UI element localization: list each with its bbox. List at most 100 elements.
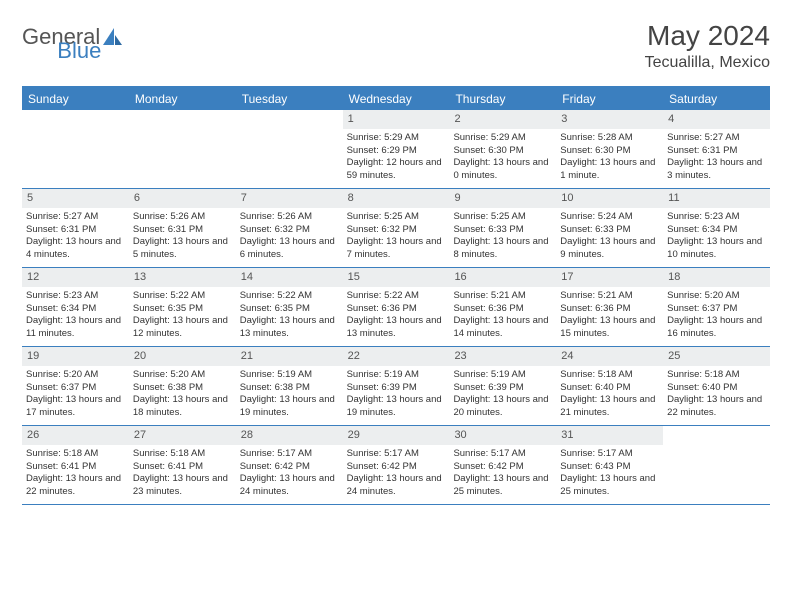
day-body: Sunrise: 5:19 AMSunset: 6:38 PMDaylight:… — [236, 368, 343, 424]
sunset-text: Sunset: 6:30 PM — [453, 145, 552, 158]
day-body: Sunrise: 5:23 AMSunset: 6:34 PMDaylight:… — [22, 289, 129, 345]
day-body: Sunrise: 5:18 AMSunset: 6:41 PMDaylight:… — [129, 447, 236, 503]
sunset-text: Sunset: 6:36 PM — [453, 303, 552, 316]
sunrise-text: Sunrise: 5:23 AM — [667, 211, 766, 224]
day-body: Sunrise: 5:25 AMSunset: 6:32 PMDaylight:… — [343, 210, 450, 266]
day-9: 9Sunrise: 5:25 AMSunset: 6:33 PMDaylight… — [449, 189, 556, 267]
weekday-tuesday: Tuesday — [236, 88, 343, 110]
daylight-text: Daylight: 13 hours and 16 minutes. — [667, 315, 766, 341]
sunrise-text: Sunrise: 5:26 AM — [240, 211, 339, 224]
sunrise-text: Sunrise: 5:26 AM — [133, 211, 232, 224]
day-number: 8 — [343, 189, 450, 208]
day-number: 13 — [129, 268, 236, 287]
sunrise-text: Sunrise: 5:29 AM — [347, 132, 446, 145]
daylight-text: Daylight: 13 hours and 13 minutes. — [347, 315, 446, 341]
sunset-text: Sunset: 6:37 PM — [26, 382, 125, 395]
daylight-text: Daylight: 13 hours and 22 minutes. — [667, 394, 766, 420]
sunset-text: Sunset: 6:41 PM — [26, 461, 125, 474]
sunset-text: Sunset: 6:41 PM — [133, 461, 232, 474]
weekday-monday: Monday — [129, 88, 236, 110]
month-title: May 2024 — [645, 20, 770, 52]
day-4: 4Sunrise: 5:27 AMSunset: 6:31 PMDaylight… — [663, 110, 770, 188]
daylight-text: Daylight: 13 hours and 19 minutes. — [240, 394, 339, 420]
day-17: 17Sunrise: 5:21 AMSunset: 6:36 PMDayligh… — [556, 268, 663, 346]
day-empty — [22, 110, 129, 188]
day-number: 2 — [449, 110, 556, 129]
day-7: 7Sunrise: 5:26 AMSunset: 6:32 PMDaylight… — [236, 189, 343, 267]
day-number: 22 — [343, 347, 450, 366]
daylight-text: Daylight: 13 hours and 25 minutes. — [560, 473, 659, 499]
sunrise-text: Sunrise: 5:17 AM — [347, 448, 446, 461]
sunrise-text: Sunrise: 5:25 AM — [347, 211, 446, 224]
weekday-header-row: SundayMondayTuesdayWednesdayThursdayFrid… — [22, 88, 770, 110]
day-body: Sunrise: 5:26 AMSunset: 6:31 PMDaylight:… — [129, 210, 236, 266]
day-8: 8 Sunrise: 5:25 AMSunset: 6:32 PMDaylight… — [343, 189, 450, 267]
day-body: Sunrise: 5:20 AMSunset: 6:38 PMDaylight:… — [129, 368, 236, 424]
daylight-text: Daylight: 13 hours and 3 minutes. — [667, 157, 766, 183]
day-number: 29 — [343, 426, 450, 445]
day-23: 23Sunrise: 5:19 AMSunset: 6:39 PMDayligh… — [449, 347, 556, 425]
sunrise-text: Sunrise: 5:20 AM — [133, 369, 232, 382]
sunset-text: Sunset: 6:29 PM — [347, 145, 446, 158]
day-number — [129, 110, 236, 129]
day-body: Sunrise: 5:22 AMSunset: 6:35 PMDaylight:… — [129, 289, 236, 345]
day-31: 31Sunrise: 5:17 AMSunset: 6:43 PMDayligh… — [556, 426, 663, 504]
day-body: Sunrise: 5:18 AMSunset: 6:40 PMDaylight:… — [556, 368, 663, 424]
daylight-text: Daylight: 13 hours and 19 minutes. — [347, 394, 446, 420]
day-6: 6 Sunrise: 5:26 AMSunset: 6:31 PMDaylight… — [129, 189, 236, 267]
day-body: Sunrise: 5:19 AMSunset: 6:39 PMDaylight:… — [343, 368, 450, 424]
day-empty — [236, 110, 343, 188]
day-20: 20 Sunrise: 5:20 AMSunset: 6:38 PMDayligh… — [129, 347, 236, 425]
day-number — [236, 110, 343, 129]
day-number — [663, 426, 770, 445]
daylight-text: Daylight: 13 hours and 6 minutes. — [240, 236, 339, 262]
sunrise-text: Sunrise: 5:21 AM — [560, 290, 659, 303]
daylight-text: Daylight: 13 hours and 10 minutes. — [667, 236, 766, 262]
sunset-text: Sunset: 6:35 PM — [133, 303, 232, 316]
day-body: Sunrise: 5:29 AMSunset: 6:29 PMDaylight:… — [343, 131, 450, 187]
day-body: Sunrise: 5:27 AMSunset: 6:31 PMDaylight:… — [22, 210, 129, 266]
daylight-text: Daylight: 13 hours and 23 minutes. — [133, 473, 232, 499]
day-body: Sunrise: 5:17 AMSunset: 6:43 PMDaylight:… — [556, 447, 663, 503]
sunrise-text: Sunrise: 5:19 AM — [453, 369, 552, 382]
week-row: 1Sunrise: 5:29 AMSunset: 6:29 PMDaylight… — [22, 110, 770, 189]
weekday-thursday: Thursday — [449, 88, 556, 110]
daylight-text: Daylight: 13 hours and 5 minutes. — [133, 236, 232, 262]
sunset-text: Sunset: 6:32 PM — [240, 224, 339, 237]
day-number: 1 — [343, 110, 450, 129]
sunset-text: Sunset: 6:39 PM — [347, 382, 446, 395]
day-1: 1 Sunrise: 5:29 AMSunset: 6:29 PMDaylight… — [343, 110, 450, 188]
sunrise-text: Sunrise: 5:27 AM — [667, 132, 766, 145]
sunrise-text: Sunrise: 5:25 AM — [453, 211, 552, 224]
day-number: 5 — [22, 189, 129, 208]
sunset-text: Sunset: 6:31 PM — [26, 224, 125, 237]
day-number: 6 — [129, 189, 236, 208]
day-number: 16 — [449, 268, 556, 287]
sunset-text: Sunset: 6:40 PM — [560, 382, 659, 395]
day-body: Sunrise: 5:21 AMSunset: 6:36 PMDaylight:… — [449, 289, 556, 345]
sunset-text: Sunset: 6:35 PM — [240, 303, 339, 316]
daylight-text: Daylight: 13 hours and 9 minutes. — [560, 236, 659, 262]
sunrise-text: Sunrise: 5:17 AM — [453, 448, 552, 461]
daylight-text: Daylight: 13 hours and 13 minutes. — [240, 315, 339, 341]
day-body: Sunrise: 5:28 AMSunset: 6:30 PMDaylight:… — [556, 131, 663, 187]
day-number: 28 — [236, 426, 343, 445]
daylight-text: Daylight: 12 hours and 59 minutes. — [347, 157, 446, 183]
sunset-text: Sunset: 6:42 PM — [240, 461, 339, 474]
day-27: 27Sunrise: 5:18 AMSunset: 6:41 PMDayligh… — [129, 426, 236, 504]
day-number: 20 — [129, 347, 236, 366]
day-19: 19Sunrise: 5:20 AMSunset: 6:37 PMDayligh… — [22, 347, 129, 425]
day-18: 18Sunrise: 5:20 AMSunset: 6:37 PMDayligh… — [663, 268, 770, 346]
day-12: 12Sunrise: 5:23 AMSunset: 6:34 PMDayligh… — [22, 268, 129, 346]
day-empty — [663, 426, 770, 504]
day-body: Sunrise: 5:17 AMSunset: 6:42 PMDaylight:… — [449, 447, 556, 503]
day-empty — [129, 110, 236, 188]
daylight-text: Daylight: 13 hours and 0 minutes. — [453, 157, 552, 183]
day-29: 29Sunrise: 5:17 AMSunset: 6:42 PMDayligh… — [343, 426, 450, 504]
day-body: Sunrise: 5:17 AMSunset: 6:42 PMDaylight:… — [236, 447, 343, 503]
day-body: Sunrise: 5:24 AMSunset: 6:33 PMDaylight:… — [556, 210, 663, 266]
day-body: Sunrise: 5:22 AMSunset: 6:35 PMDaylight:… — [236, 289, 343, 345]
title-area: May 2024 Tecualilla, Mexico — [645, 20, 770, 72]
daylight-text: Daylight: 13 hours and 8 minutes. — [453, 236, 552, 262]
day-number: 24 — [556, 347, 663, 366]
